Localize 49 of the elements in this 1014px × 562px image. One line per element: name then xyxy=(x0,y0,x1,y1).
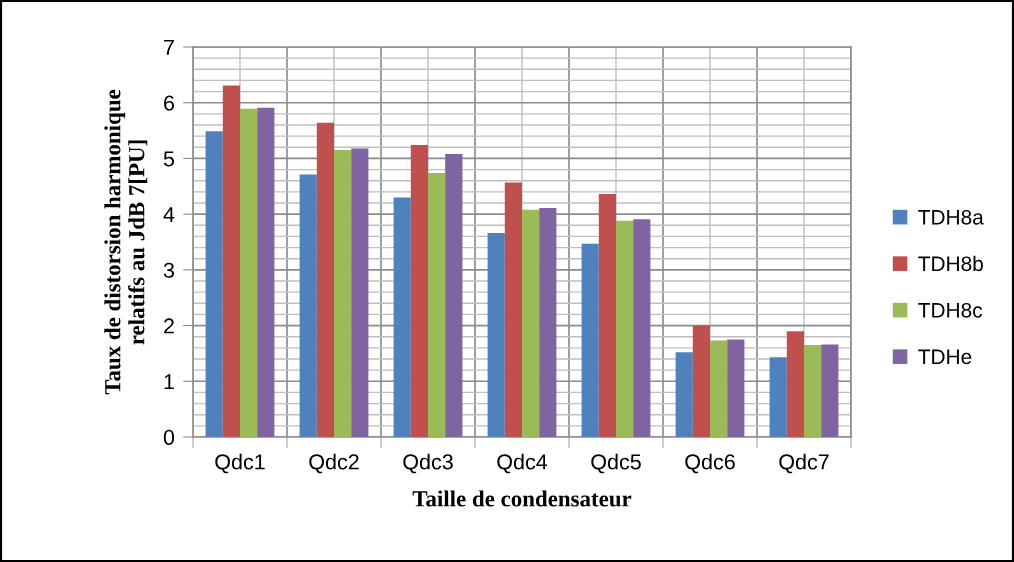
bar xyxy=(257,107,275,437)
bar xyxy=(222,85,240,437)
bar xyxy=(487,233,505,437)
x-tick-label: Qdc4 xyxy=(497,453,548,474)
bar xyxy=(710,340,728,437)
bar xyxy=(804,345,822,437)
y-tick-label: 7 xyxy=(164,39,174,55)
y-tick-label: 5 xyxy=(163,151,175,167)
x-tick-label: Qdc5 xyxy=(591,453,641,474)
bar xyxy=(581,243,599,437)
y-axis-title: Taux de distorsion harmonique relatifs au JdB 7[PU] xyxy=(104,89,148,395)
bar xyxy=(769,357,787,437)
bar xyxy=(445,153,463,437)
y-tick-label: 6 xyxy=(164,95,174,111)
bar xyxy=(316,122,334,437)
bar xyxy=(786,331,804,437)
legend-label: TDHe xyxy=(918,349,972,365)
bar xyxy=(205,131,223,437)
bar xyxy=(240,108,258,437)
y-tick-label: 4 xyxy=(163,207,175,222)
legend-label: TDH8a xyxy=(918,209,984,225)
bar xyxy=(428,172,446,437)
legend-label: TDH8c xyxy=(918,302,983,318)
bar xyxy=(821,344,839,437)
bar xyxy=(539,208,557,437)
bar xyxy=(334,150,352,437)
x-tick-label: Qdc3 xyxy=(403,453,453,474)
bar xyxy=(299,174,317,437)
bar xyxy=(675,352,693,437)
y-tick-label: 3 xyxy=(163,262,174,278)
y-tick-label: 0 xyxy=(163,429,175,446)
x-tick-label: Qdc1 xyxy=(215,453,265,474)
bar xyxy=(598,194,616,437)
bar xyxy=(616,220,634,437)
x-tick-label: Qdc6 xyxy=(685,453,735,474)
bar xyxy=(633,219,651,437)
bar xyxy=(393,197,411,437)
bar xyxy=(727,339,745,437)
y-tick-label: 1 xyxy=(164,374,174,390)
bar xyxy=(351,148,369,437)
x-axis-title: Taille de condensateur xyxy=(412,490,632,507)
bar xyxy=(504,182,522,437)
bar xyxy=(522,209,540,437)
bar xyxy=(692,325,710,437)
legend-label: TDH8b xyxy=(918,255,983,272)
bar xyxy=(410,145,428,437)
y-tick-label: 2 xyxy=(164,318,174,334)
x-tick-label: Qdc7 xyxy=(779,453,829,474)
x-tick-label: Qdc2 xyxy=(309,453,359,474)
